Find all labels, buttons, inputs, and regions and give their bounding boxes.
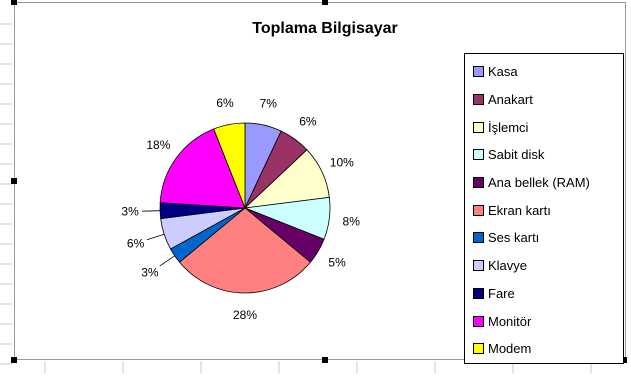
legend-item-8[interactable]: Fare	[465, 280, 623, 308]
legend-item-2[interactable]: İşlemci	[465, 113, 623, 141]
legend-swatch-5	[473, 204, 484, 216]
legend-label-8: Fare	[488, 285, 515, 301]
legend-item-3[interactable]: Sabit disk	[465, 141, 623, 169]
data-label-2: 10%	[330, 155, 354, 169]
legend-item-7[interactable]: Klavye	[465, 252, 623, 280]
data-label-7: 6%	[127, 237, 145, 251]
resize-handle-middle-left[interactable]	[11, 178, 17, 184]
chart-title: Toplama Bilgisayar	[252, 20, 398, 37]
leader-line-6	[159, 255, 175, 267]
legend-label-3: Sabit disk	[488, 147, 545, 163]
legend-label-10: Modem	[488, 341, 532, 357]
chart-legend[interactable]: Kasa Anakart İşlemci Sabit disk Ana bellek (…	[464, 53, 624, 364]
legend-label-2: İşlemci	[488, 119, 529, 135]
legend-swatch-0	[473, 66, 484, 78]
data-label-0: 7%	[260, 97, 278, 111]
pie-slice-10[interactable]	[213, 122, 246, 209]
data-label-8: 3%	[121, 205, 139, 219]
legend-label-1: Anakart	[488, 92, 533, 108]
data-label-9: 18%	[146, 138, 170, 152]
legend-swatch-4	[473, 177, 484, 189]
data-label-1: 6%	[299, 114, 317, 128]
legend-label-6: Ses kartı	[488, 230, 540, 246]
data-label-6: 3%	[141, 266, 159, 280]
resize-handle-top-center[interactable]	[322, 0, 328, 5]
legend-item-0[interactable]: Kasa	[465, 58, 623, 86]
legend-swatch-6	[473, 232, 484, 244]
legend-item-5[interactable]: Ekran kartı	[465, 196, 623, 224]
leader-line-8	[142, 210, 161, 212]
data-label-5: 28%	[233, 308, 257, 322]
legend-label-7: Klavye	[488, 258, 528, 274]
legend-item-4[interactable]: Ana bellek (RAM)	[465, 169, 623, 197]
data-label-3: 8%	[343, 214, 361, 228]
legend-item-6[interactable]: Ses kartı	[465, 224, 623, 252]
legend-swatch-10	[473, 343, 484, 355]
legend-swatch-7	[473, 260, 484, 272]
data-label-4: 5%	[328, 256, 346, 270]
legend-label-9: Monitör	[488, 313, 532, 329]
legend-item-1[interactable]: Anakart	[465, 86, 623, 114]
legend-label-0: Kasa	[488, 64, 518, 80]
data-label-10: 6%	[216, 96, 234, 110]
legend-swatch-8	[473, 287, 484, 299]
resize-handle-bottom-center[interactable]	[322, 357, 328, 363]
resize-handle-bottom-right[interactable]	[621, 357, 627, 363]
legend-label-4: Ana bellek (RAM)	[488, 175, 590, 191]
pie-slice-9[interactable]	[159, 128, 246, 209]
leader-line-7	[146, 233, 165, 241]
legend-item-10[interactable]: Modem	[465, 335, 623, 363]
legend-swatch-3	[473, 149, 484, 161]
legend-swatch-9	[473, 315, 484, 327]
resize-handle-top-left[interactable]	[11, 0, 17, 5]
legend-item-9[interactable]: Monitör	[465, 307, 623, 335]
legend-swatch-1	[473, 94, 484, 106]
pie-slice-5[interactable]	[178, 207, 312, 294]
legend-swatch-2	[473, 121, 484, 133]
legend-label-5: Ekran kartı	[488, 202, 551, 218]
resize-handle-bottom-left[interactable]	[11, 357, 17, 363]
